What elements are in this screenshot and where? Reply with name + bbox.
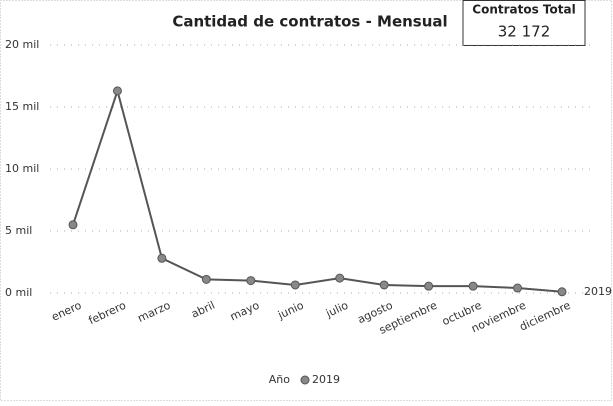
point — [201, 274, 211, 284]
kpi-value: 32 172 — [498, 23, 551, 41]
legend-label: 2019 — [312, 373, 340, 386]
series-label: 2019 — [584, 285, 612, 298]
x-tick-label: mayo — [228, 299, 262, 324]
point — [290, 280, 300, 290]
legend-marker — [300, 375, 310, 385]
line — [72, 87, 563, 293]
x-tick-label: julio — [323, 299, 350, 321]
point — [68, 220, 78, 230]
point — [246, 276, 256, 286]
point — [468, 281, 478, 291]
kpi-label: Contratos Total — [472, 3, 575, 17]
x-tick-label: marzo — [136, 299, 173, 325]
y-tick-label: 10 mil — [5, 162, 39, 175]
x-tick-label: abril — [189, 299, 217, 321]
y-tick-label: 20 mil — [5, 38, 39, 51]
point — [557, 287, 567, 297]
point — [157, 253, 167, 263]
y-tick-label: 5 mil — [5, 224, 32, 237]
x-tick-label: febrero — [87, 299, 129, 328]
y-tick-label: 0 mil — [5, 286, 32, 299]
point — [424, 281, 434, 291]
y-tick-label: 15 mil — [5, 100, 39, 113]
point — [112, 86, 122, 96]
chart-title: Cantidad de contratos - Mensual — [172, 13, 447, 31]
point — [513, 283, 523, 293]
point — [335, 273, 345, 283]
legend-title: Año — [269, 373, 290, 386]
x-tick-label: diciembre — [518, 299, 573, 334]
x-tick-label: enero — [49, 299, 83, 324]
point — [379, 280, 389, 290]
x-tick-label: junio — [275, 299, 306, 323]
kpi-box — [462, 0, 586, 46]
